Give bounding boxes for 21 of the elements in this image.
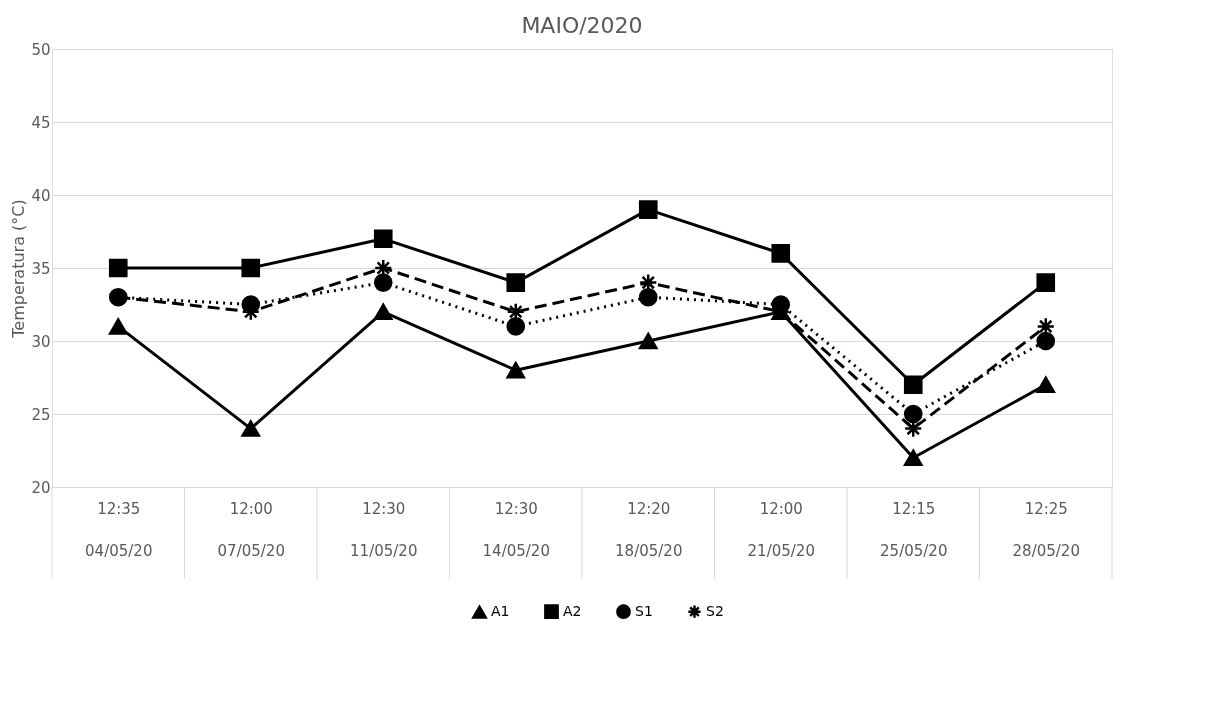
legend-label: A1 [491,603,510,620]
y-tick-label: 30 [31,332,51,351]
category-label: 12:00 21/05/20 [747,499,815,560]
category-label: 12:25 28/05/20 [1012,499,1080,560]
legend-label: A2 [563,602,582,619]
category-label: 12:20 18/05/20 [615,499,683,560]
category-label: 12:15 25/05/20 [880,499,948,560]
legend-label: S2 [706,602,724,619]
y-tick-label: 25 [31,405,51,424]
category-label: 12:35 04/05/20 [85,499,153,560]
category-label: 12:00 07/05/20 [217,499,285,560]
category-label: 12:30 11/05/20 [350,499,418,560]
y-tick-label: 40 [31,186,51,205]
category-label: 12:30 14/05/20 [482,499,550,560]
legend-label: S1 [635,602,653,619]
y-tick-label: 50 [31,40,51,59]
y-tick-label: 45 [31,113,51,132]
chart-title: MAIO/2020 [521,13,643,38]
y-tick-label: 20 [31,478,51,497]
y-tick-label: 35 [31,259,51,278]
y-axis-title: Temperatura (°C) [9,199,29,339]
